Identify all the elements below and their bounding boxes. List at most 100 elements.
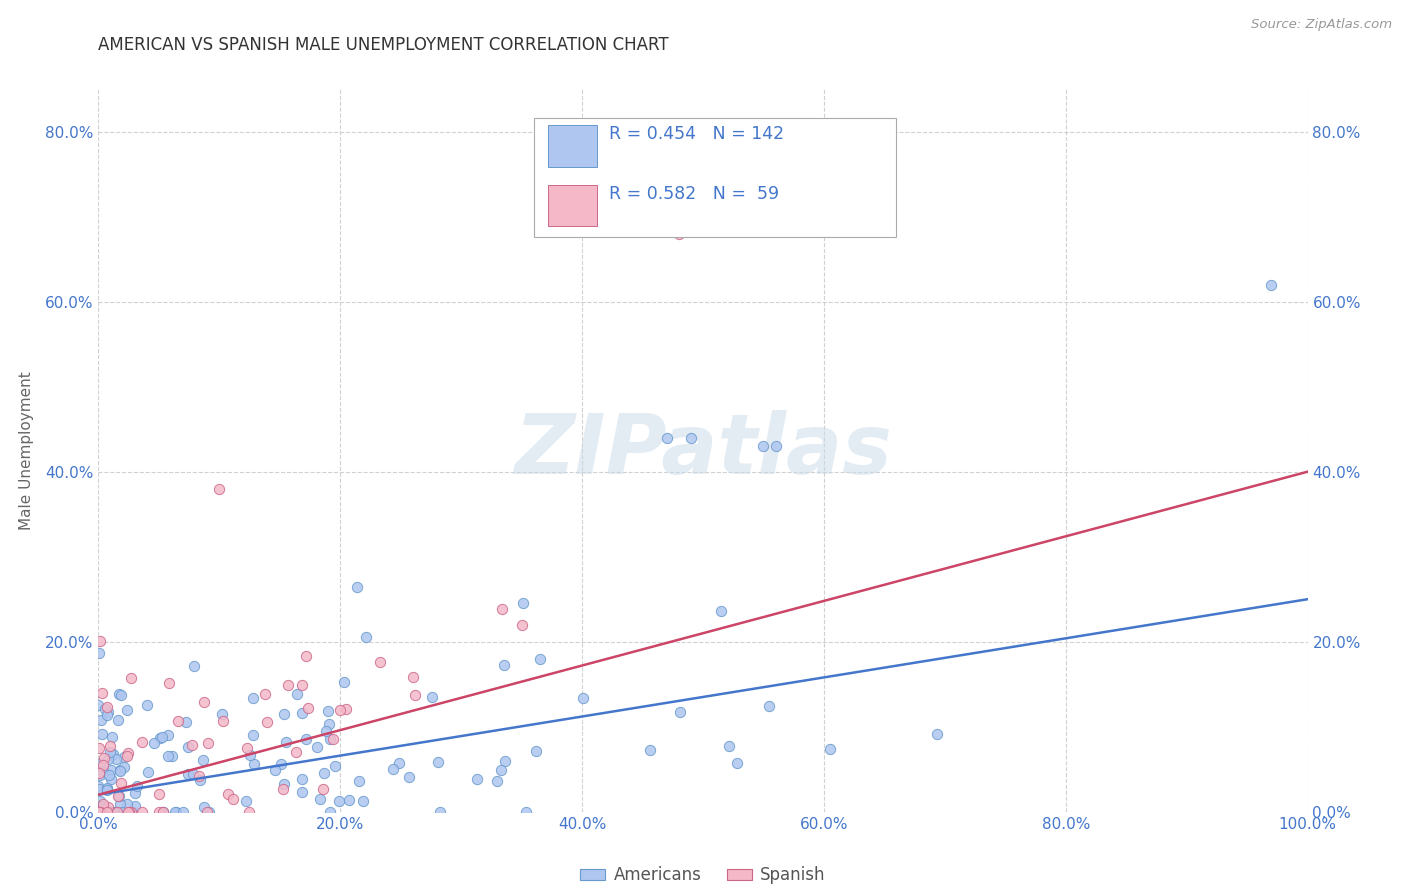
Point [157, 749, 180, 764]
Point [97, 705, 120, 719]
Point [89, 756, 111, 771]
Point [94, 805, 117, 819]
Point [191, 753, 214, 767]
Point [108, 687, 131, 701]
Point [273, 707, 295, 722]
Point [765, 439, 787, 453]
Point [97, 768, 120, 782]
Point [849, 184, 872, 198]
Point [208, 482, 231, 496]
Point [131, 805, 153, 819]
Point [183, 659, 205, 673]
Point [124, 799, 146, 814]
Point [263, 763, 285, 777]
Point [291, 706, 314, 720]
Point [152, 805, 174, 819]
Point [122, 805, 145, 819]
Point [112, 749, 135, 764]
Point [485, 774, 508, 789]
Point [96, 752, 118, 766]
Point [166, 714, 188, 728]
Point [333, 675, 356, 690]
Point [347, 774, 370, 789]
Point [108, 764, 131, 778]
Point [152, 805, 174, 819]
Point [388, 756, 411, 771]
Point [512, 596, 534, 610]
Point [337, 793, 360, 807]
Point [291, 772, 314, 786]
Point [87, 805, 110, 819]
Point [150, 730, 173, 744]
Text: Source: ZipAtlas.com: Source: ZipAtlas.com [1251, 18, 1392, 31]
Point [312, 781, 335, 796]
Point [309, 791, 332, 805]
Point [193, 695, 215, 709]
Point [284, 745, 307, 759]
Point [172, 805, 194, 819]
Point [149, 731, 172, 746]
Point [98, 805, 121, 819]
Text: AMERICAN VS SPANISH MALE UNEMPLOYMENT CORRELATION CHART: AMERICAN VS SPANISH MALE UNEMPLOYMENT CO… [98, 36, 669, 54]
Point [89, 634, 111, 648]
Point [124, 786, 146, 800]
Point [112, 760, 135, 774]
Point [177, 740, 200, 755]
Point [668, 227, 690, 241]
Point [291, 678, 314, 692]
Point [638, 743, 661, 757]
Point [96, 699, 118, 714]
Point [291, 784, 314, 798]
Point [655, 431, 678, 445]
Point [312, 765, 335, 780]
Point [93, 702, 115, 716]
Point [315, 724, 337, 739]
Point [87, 741, 110, 756]
Point [510, 618, 533, 632]
Point [494, 754, 516, 768]
Point [236, 741, 259, 756]
Point [103, 805, 125, 819]
Point [318, 717, 340, 731]
Point [285, 688, 308, 702]
Point [117, 746, 139, 760]
Point [181, 739, 204, 753]
Point [238, 805, 260, 819]
Point [120, 805, 142, 819]
Point [96, 781, 118, 796]
Point [165, 805, 187, 819]
Point [90, 713, 112, 727]
Point [117, 805, 139, 819]
Point [725, 756, 748, 770]
Point [104, 752, 127, 766]
Point [270, 756, 292, 771]
FancyBboxPatch shape [548, 126, 596, 167]
Point [131, 734, 153, 748]
Point [323, 759, 346, 773]
Point [91, 797, 114, 811]
Point [107, 789, 129, 803]
Point [98, 805, 121, 819]
Point [256, 714, 278, 729]
Point [96, 805, 118, 819]
Point [120, 671, 142, 685]
Point [235, 794, 257, 808]
Point [669, 705, 692, 719]
Point [100, 772, 122, 786]
Point [195, 805, 218, 819]
Point [381, 762, 404, 776]
Point [100, 763, 122, 777]
Point [107, 713, 129, 727]
Point [89, 801, 111, 815]
Point [157, 675, 180, 690]
Point [368, 655, 391, 669]
Point [925, 727, 948, 741]
Point [110, 797, 132, 812]
Point [352, 794, 374, 808]
Point [679, 431, 702, 445]
Point [118, 805, 141, 819]
Point [89, 805, 111, 819]
Point [489, 764, 512, 778]
Point [87, 798, 110, 813]
Point [491, 601, 513, 615]
